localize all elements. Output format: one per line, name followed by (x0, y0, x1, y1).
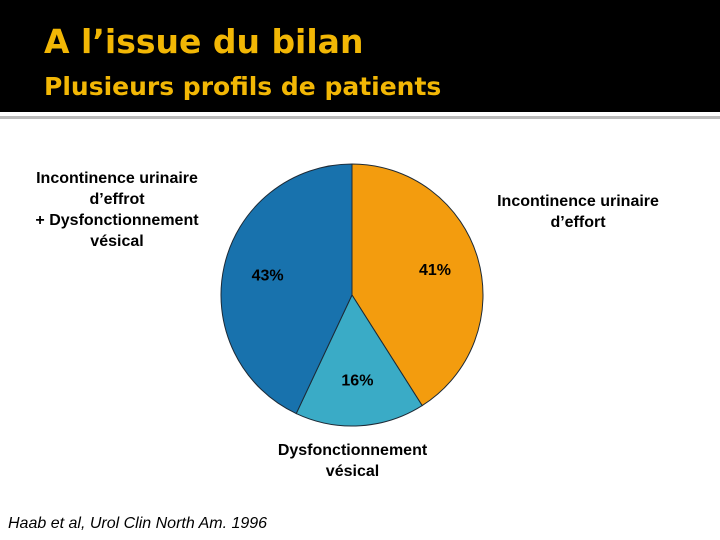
source: Haab et al, Urol Clin North Am. 1996 (8, 515, 268, 532)
category-label: Incontinence urinaire d’effrot + Dysfonc… (35, 170, 199, 250)
pie-slice (220, 163, 353, 415)
value-label: 41% (419, 262, 451, 279)
subtitle: Plusieurs profils de patients (44, 72, 442, 101)
divider (0, 116, 720, 119)
header: A l’issue du bilan Plusieurs profils de … (0, 0, 720, 112)
pie-slice (351, 163, 484, 407)
value-label: 16% (341, 373, 373, 390)
title: A l’issue du bilan (44, 22, 364, 61)
category-label: Dysfonctionnement vésical (277, 442, 428, 480)
pie-slice (295, 293, 423, 427)
category-label: Incontinence urinaire d’effort (497, 193, 659, 231)
value-label: 43% (252, 267, 284, 284)
